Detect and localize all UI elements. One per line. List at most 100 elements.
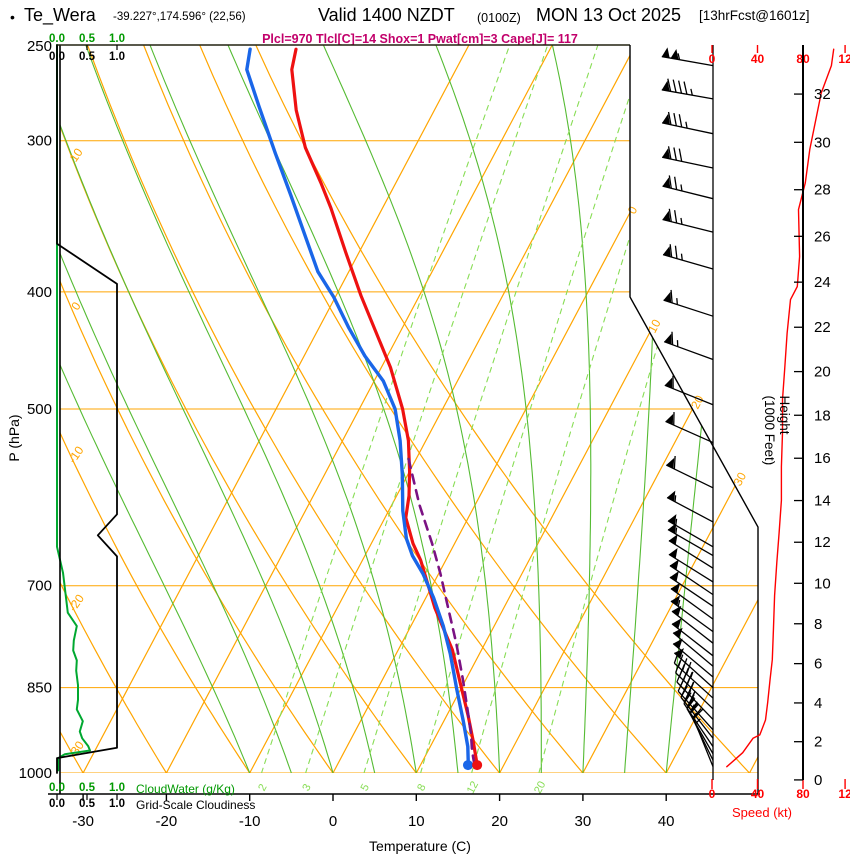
sounding-parameters: Plcl=970 Tlcl[C]=14 Shox=1 Pwat[cm]=3 Ca…	[262, 32, 578, 46]
wind-barb-816hpa	[672, 627, 714, 667]
barb-staff	[676, 681, 714, 720]
barb-full	[686, 697, 696, 710]
barb-pennant	[670, 48, 679, 60]
barb-pennant	[664, 377, 673, 389]
plot-background	[60, 45, 758, 773]
height-label-6: 6	[814, 656, 822, 673]
temp-label-0: 0	[329, 813, 337, 830]
barb-full	[673, 147, 677, 161]
dry-adiabat-30c	[143, 45, 584, 773]
isotherm-label-20: 20	[688, 393, 707, 412]
barb-staff	[670, 588, 714, 620]
barb-half	[680, 217, 683, 225]
pressure-label-300: 300	[27, 133, 52, 150]
wind-barb-800hpa	[671, 618, 714, 657]
barb-half	[690, 88, 693, 96]
cloudiness-profile	[56, 44, 118, 774]
height-label-14: 14	[814, 493, 831, 510]
mixing-ratio-label-12: 12	[465, 779, 481, 795]
barb-staff	[668, 553, 714, 583]
isotherm-40c	[665, 45, 758, 773]
wind-barb-419hpa	[663, 289, 714, 317]
cloudwater-scale-top-0.5: 0.5	[79, 33, 96, 45]
cloudiness-scale-bottom-1.0: 1.0	[109, 798, 125, 810]
barb-full	[689, 703, 700, 714]
barb-pennant	[669, 559, 679, 571]
isotherm--30c	[82, 45, 470, 773]
moist-adiabat-25c	[435, 45, 542, 773]
speed-label-bottom-80: 80	[796, 787, 810, 801]
pressure-gridlines	[60, 45, 758, 773]
dry-adiabat-label-0: 0	[68, 299, 83, 313]
title-bar: • Te_Wera -39.227°,174.596° (22,56) Vali…	[0, 3, 850, 29]
speed-label-top-0: 0	[709, 52, 716, 66]
barb-full	[668, 208, 672, 222]
barb-pennant	[667, 522, 677, 534]
wind-barb-712hpa	[669, 559, 714, 596]
temp-label--30: -30	[72, 813, 94, 830]
barb-staff	[669, 565, 714, 596]
cloud-water-profile	[56, 44, 91, 772]
barb-pennant	[670, 595, 681, 606]
forecast-tag: [13hrFcst@1601z]	[699, 8, 810, 23]
barb-staff	[672, 643, 714, 678]
pressure-label-850: 850	[27, 680, 52, 697]
barb-half	[677, 599, 681, 607]
wind-barb-357hpa	[662, 208, 714, 233]
barb-full	[692, 708, 702, 719]
barb-staff	[680, 696, 714, 739]
barb-pennant	[663, 291, 672, 303]
mixing-ratio-12gkg	[471, 45, 691, 773]
dewpoint-profile	[245, 47, 470, 767]
barb-full	[674, 660, 681, 673]
barb-half	[677, 53, 681, 60]
pressure-label-1000: 1000	[19, 765, 52, 782]
dry-adiabat-label--20: -20	[66, 591, 88, 614]
mixing-ratio-3gkg	[305, 45, 549, 773]
barb-half	[695, 718, 701, 725]
wind-barb-936hpa	[680, 685, 714, 739]
mixing-ratio-8gkg	[420, 45, 647, 773]
wind-speed-curve	[726, 48, 835, 768]
wind-barb-620hpa	[666, 490, 714, 523]
wind-barb-383hpa	[662, 244, 714, 270]
surface-dewpoint-dot	[462, 760, 473, 771]
parcel-path	[407, 457, 476, 765]
dry-adiabat-label--10: -10	[65, 443, 87, 466]
moist-adiabat-15c	[227, 45, 459, 773]
barb-pennant	[670, 582, 681, 594]
speed-label-bottom-0: 0	[709, 787, 716, 801]
mixing-ratio-5gkg	[363, 45, 599, 773]
barb-full	[667, 78, 672, 92]
barb-full	[667, 146, 672, 160]
barb-pennant	[672, 605, 682, 617]
wind-barb-455hpa	[663, 331, 714, 361]
wind-barb-764hpa	[670, 595, 714, 633]
barb-pennant	[661, 47, 670, 58]
mixing-ratio-lines	[260, 45, 748, 773]
barb-pennant	[661, 80, 670, 92]
height-label-2: 2	[814, 734, 822, 751]
isotherm-label-10: 10	[645, 317, 664, 336]
height-label-28: 28	[814, 182, 831, 199]
temperature-axis-title: Temperature (C)	[369, 838, 471, 854]
barb-full	[678, 114, 683, 128]
barb-full	[673, 113, 677, 127]
wind-barb-781hpa	[671, 605, 714, 644]
barb-staff	[662, 218, 714, 233]
wind-barb-746hpa	[670, 582, 714, 620]
barb-full	[673, 455, 676, 470]
barb-pennant	[664, 333, 672, 345]
surface-temperature-dot	[472, 760, 483, 771]
isotherm-30c	[582, 45, 758, 773]
moist-adiabat-10c	[149, 45, 417, 773]
barb-pennant	[663, 246, 671, 257]
barb-pennant	[662, 210, 671, 222]
barb-pennant	[666, 457, 675, 469]
wind-barb-316hpa	[662, 146, 714, 169]
isotherm-label-30: 30	[731, 470, 750, 489]
wind-barb-581hpa	[665, 455, 714, 489]
speed-label-bottom-12: 12	[838, 787, 850, 801]
station-coordinates: -39.227°,174.596° (22,56)	[113, 11, 246, 23]
